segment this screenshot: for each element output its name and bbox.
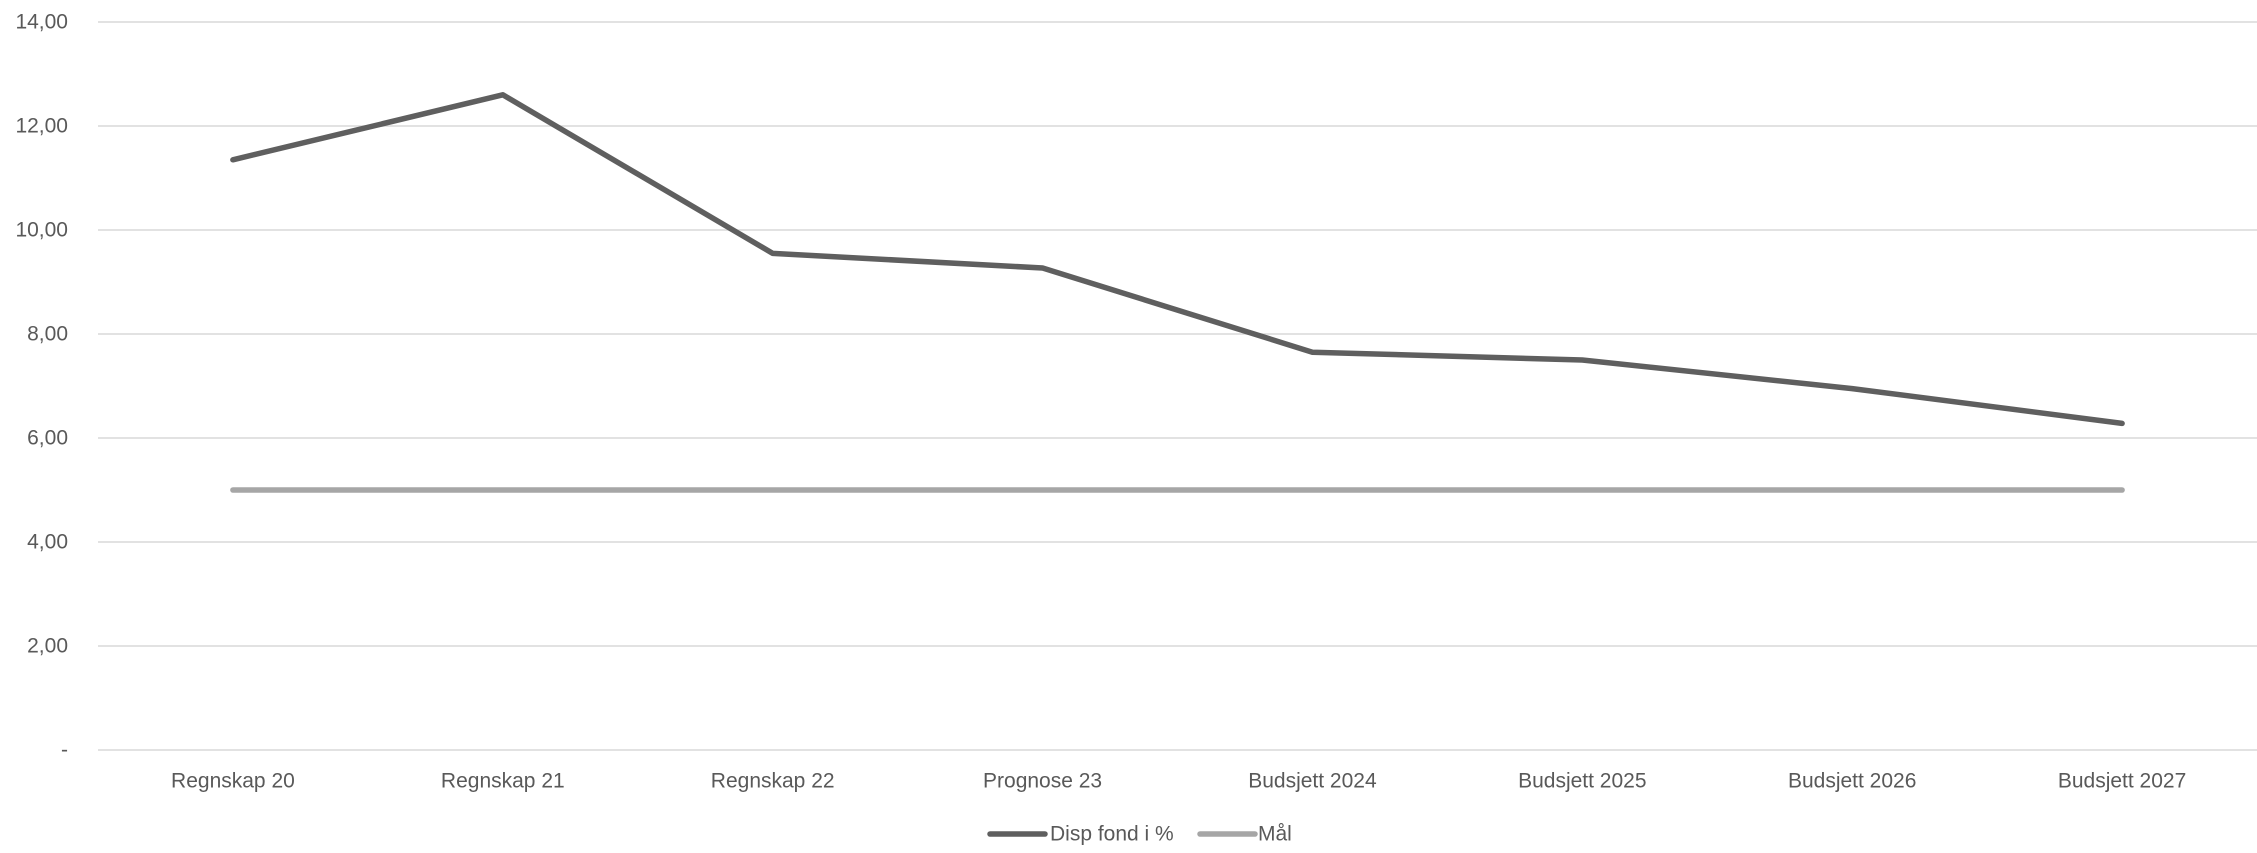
y-tick-label: 10,00 — [15, 219, 68, 242]
y-axis-tick-labels: - 2,00 4,00 6,00 8,00 10,00 12,00 14,00 — [15, 11, 68, 762]
x-tick-label: Budsjett 2025 — [1518, 770, 1646, 793]
y-tick-label: 6,00 — [27, 427, 68, 450]
y-tick-label: 14,00 — [15, 11, 68, 34]
x-tick-label: Prognose 23 — [983, 770, 1102, 793]
x-axis-tick-labels: Regnskap 20 Regnskap 21 Regnskap 22 Prognos… — [171, 770, 2186, 793]
legend-label: Disp fond i % — [1050, 823, 1174, 846]
y-tick-label: 2,00 — [27, 635, 68, 658]
x-tick-label: Regnskap 20 — [171, 770, 295, 793]
x-tick-label: Budsjett 2026 — [1788, 770, 1916, 793]
x-tick-label: Budsjett 2027 — [2058, 770, 2186, 793]
x-tick-label: Regnskap 22 — [711, 770, 835, 793]
x-tick-label: Regnskap 21 — [441, 770, 565, 793]
series-line-0 — [233, 95, 2122, 424]
legend-label: Mål — [1258, 823, 1292, 846]
gridlines — [98, 22, 2257, 750]
y-tick-label: - — [61, 739, 68, 762]
y-tick-label: 4,00 — [27, 531, 68, 554]
y-tick-label: 8,00 — [27, 323, 68, 346]
legend: Disp fond i % Mål — [990, 823, 1292, 846]
y-tick-label: 12,00 — [15, 115, 68, 138]
series-lines — [233, 95, 2122, 490]
x-tick-label: Budsjett 2024 — [1248, 770, 1377, 793]
